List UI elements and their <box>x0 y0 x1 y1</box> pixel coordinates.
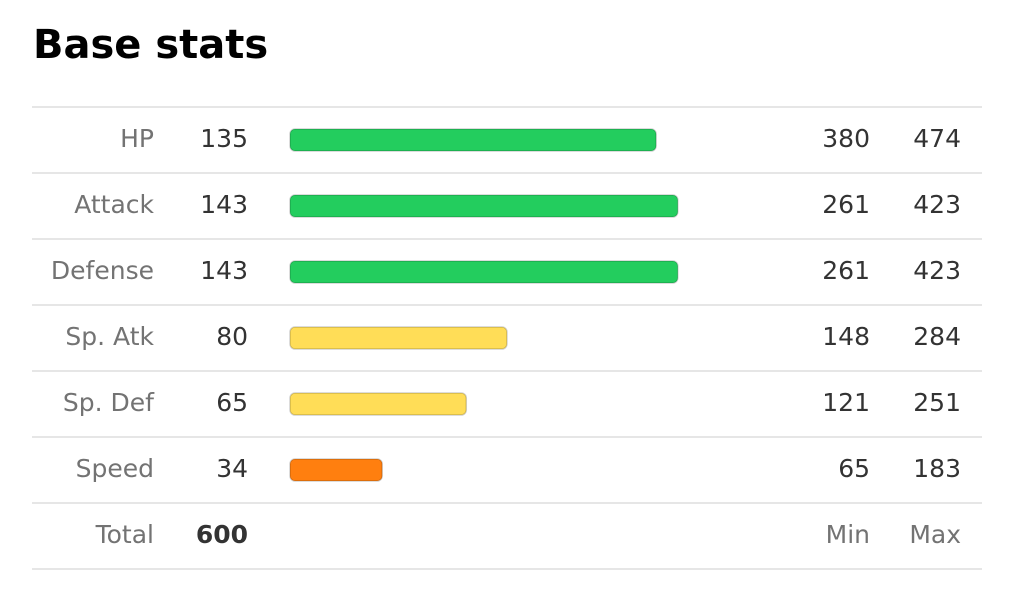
stat-min: 121 <box>822 388 870 417</box>
stat-min: 261 <box>822 190 870 219</box>
stat-value: 143 <box>200 190 248 219</box>
stat-label: Sp. Atk <box>65 322 154 351</box>
stat-min: 380 <box>822 124 870 153</box>
min-header: Min <box>826 520 870 549</box>
stat-max: 423 <box>913 256 961 285</box>
stat-value: 34 <box>216 454 248 483</box>
stat-bar <box>289 194 679 218</box>
stat-bar <box>289 260 679 284</box>
stat-bar <box>289 392 468 416</box>
stat-max: 474 <box>913 124 961 153</box>
stat-min: 148 <box>822 322 870 351</box>
stat-min: 65 <box>838 454 870 483</box>
stat-max: 183 <box>913 454 961 483</box>
title: Base stats <box>33 22 268 68</box>
stat-max: 423 <box>913 190 961 219</box>
stat-value: 80 <box>216 322 248 351</box>
stat-value: 135 <box>200 124 248 153</box>
stat-bar <box>289 458 383 482</box>
total-value: 600 <box>196 520 248 549</box>
stat-bar <box>289 326 508 350</box>
stat-label: HP <box>120 124 154 153</box>
total-label: Total <box>95 520 154 549</box>
stat-label: Sp. Def <box>63 388 155 417</box>
stat-max: 284 <box>913 322 961 351</box>
stat-min: 261 <box>822 256 870 285</box>
stat-value: 65 <box>216 388 248 417</box>
stat-max: 251 <box>913 388 961 417</box>
stat-label: Defense <box>51 256 154 285</box>
stat-label: Speed <box>76 454 154 483</box>
max-header: Max <box>909 520 961 549</box>
stat-label: Attack <box>74 190 154 219</box>
stat-bar <box>289 128 657 152</box>
stat-value: 143 <box>200 256 248 285</box>
